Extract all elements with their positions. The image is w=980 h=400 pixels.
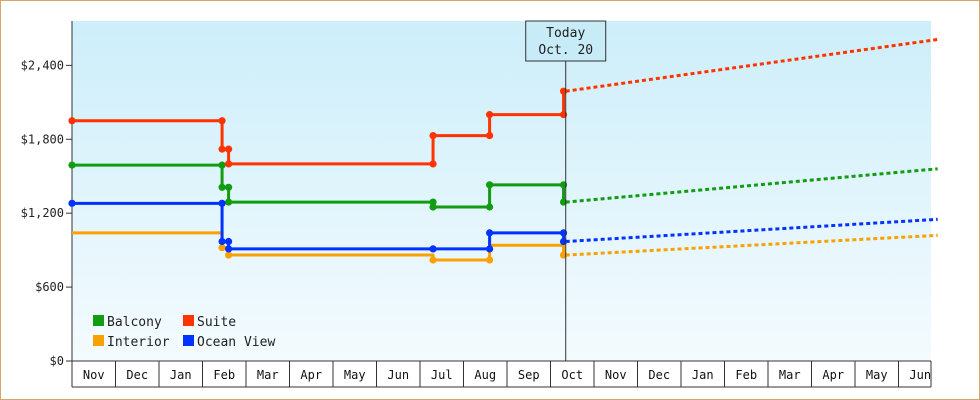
- data-point-balcony[interactable]: [68, 161, 76, 169]
- data-point-interior[interactable]: [486, 256, 494, 264]
- x-tick-label: Jan: [170, 368, 192, 382]
- data-point-ocean-view[interactable]: [486, 245, 494, 253]
- legend-swatch-ocean-view: [183, 335, 194, 346]
- x-tick-label: Jan: [692, 368, 714, 382]
- data-point-interior[interactable]: [218, 244, 226, 252]
- data-point-balcony[interactable]: [429, 203, 437, 211]
- data-point-balcony[interactable]: [486, 181, 494, 189]
- x-tick-label: Feb: [213, 368, 235, 382]
- data-point-suite[interactable]: [218, 117, 226, 125]
- data-point-ocean-view[interactable]: [218, 237, 226, 246]
- data-point-suite[interactable]: [225, 145, 233, 153]
- legend-label-balcony: Balcony: [107, 315, 162, 330]
- data-point-ocean-view[interactable]: [68, 199, 76, 207]
- forecast-line-ocean-view: [565, 217, 938, 244]
- data-point-balcony[interactable]: [218, 161, 226, 169]
- data-point-suite[interactable]: [486, 111, 494, 119]
- x-tick-label: Oct: [561, 368, 583, 382]
- legend-swatch-suite: [183, 315, 194, 326]
- series-line-ocean-view: [72, 201, 566, 251]
- today-date: Oct. 20: [538, 43, 593, 58]
- data-point-ocean-view[interactable]: [218, 199, 226, 207]
- data-point-interior[interactable]: [225, 251, 233, 259]
- x-tick-label: Mar: [257, 368, 279, 382]
- x-tick-label: Feb: [735, 368, 757, 382]
- data-point-interior[interactable]: [429, 256, 437, 264]
- today-marker: Today Oct. 20: [525, 20, 607, 361]
- today-label: Today: [546, 26, 585, 41]
- legend-label-interior: Interior: [107, 335, 170, 350]
- x-tick-label: May: [866, 368, 888, 382]
- axes: $0 $600 $1,200 $1,800 $2,400 Nov Dec Jan Feb Mar A…: [21, 21, 932, 388]
- y-tick-label: $1,200: [21, 206, 64, 220]
- data-point-suite[interactable]: [68, 117, 76, 125]
- plot-background: [72, 21, 931, 361]
- data-point-suite[interactable]: [218, 145, 226, 153]
- x-tick-label: Aug: [474, 368, 496, 382]
- legend-label-ocean-view: Ocean View: [197, 335, 275, 350]
- forecast-line-balcony: [565, 167, 938, 204]
- x-tick-label: Apr: [300, 368, 322, 382]
- y-tick-label: $1,800: [21, 132, 64, 146]
- data-point-ocean-view[interactable]: [225, 245, 233, 253]
- forecast-line-interior: [565, 233, 938, 257]
- x-tick-label: Dec: [648, 368, 670, 382]
- today-box: [525, 20, 607, 62]
- x-tick-label: Nov: [605, 368, 627, 382]
- data-point-ocean-view[interactable]: [225, 237, 233, 246]
- legend-swatch-interior: [93, 335, 104, 346]
- data-point-balcony[interactable]: [225, 183, 233, 191]
- data-point-balcony[interactable]: [225, 198, 233, 206]
- data-point-suite[interactable]: [486, 131, 494, 140]
- x-tick-label: Jun: [909, 368, 931, 382]
- data-point-balcony[interactable]: [486, 203, 494, 211]
- data-point-suite[interactable]: [225, 160, 233, 168]
- x-tick-label: Sep: [518, 368, 540, 382]
- x-tick-label: Jul: [431, 368, 453, 382]
- x-tick-label: May: [344, 368, 366, 382]
- legend-swatch-balcony: [93, 315, 104, 326]
- data-point-suite[interactable]: [429, 131, 437, 140]
- data-point-balcony[interactable]: [218, 183, 226, 191]
- data-point-balcony[interactable]: [429, 198, 437, 206]
- data-point-ocean-view[interactable]: [486, 229, 494, 237]
- legend-label-suite: Suite: [197, 315, 236, 330]
- data-point-suite[interactable]: [429, 160, 437, 168]
- x-tick-label: Apr: [822, 368, 844, 382]
- x-tick-label: Dec: [126, 368, 148, 382]
- legend: Balcony Suite Interior Ocean View: [93, 315, 275, 350]
- x-tick-label: Jun: [387, 368, 409, 382]
- y-tick-label: $2,400: [21, 58, 64, 72]
- x-tick-label: Mar: [779, 368, 801, 382]
- data-point-ocean-view[interactable]: [429, 245, 437, 253]
- x-tick-label: Nov: [83, 368, 105, 382]
- y-tick-label: $600: [35, 280, 64, 294]
- y-tick-label: $0: [50, 354, 64, 368]
